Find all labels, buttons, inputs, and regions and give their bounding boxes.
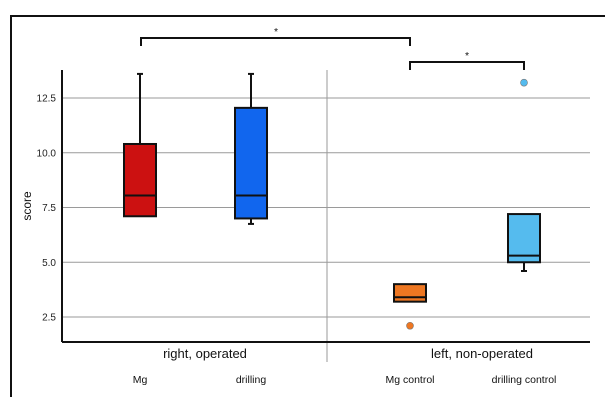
significance-bracket xyxy=(140,37,411,46)
significance-star: * xyxy=(465,50,469,62)
y-tick-label: 12.5 xyxy=(37,94,57,105)
outlier-point xyxy=(406,321,414,330)
chart-frame xyxy=(10,15,605,397)
y-tick-label: 2.5 xyxy=(42,313,56,324)
group-label: left, non-operated xyxy=(431,346,533,361)
outlier-point xyxy=(520,78,528,87)
category-label: drilling xyxy=(236,374,267,386)
y-tick-label: 7.5 xyxy=(42,203,56,214)
category-label: drilling control xyxy=(492,374,557,386)
category-label: Mg control xyxy=(385,374,434,386)
box xyxy=(234,106,268,220)
y-tick-label: 10.0 xyxy=(37,148,57,159)
group-label: right, operated xyxy=(163,346,247,361)
y-tick-label: 5.0 xyxy=(42,258,56,269)
significance-star: * xyxy=(274,26,278,38)
box xyxy=(123,142,157,218)
significance-bracket xyxy=(409,61,525,70)
box xyxy=(393,283,427,303)
box xyxy=(507,213,541,264)
category-label: Mg xyxy=(133,374,148,386)
y-axis-label: score xyxy=(20,191,34,221)
